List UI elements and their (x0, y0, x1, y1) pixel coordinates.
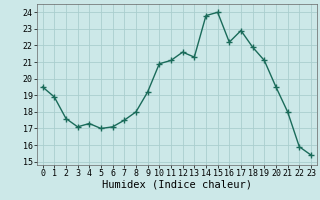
X-axis label: Humidex (Indice chaleur): Humidex (Indice chaleur) (102, 180, 252, 190)
